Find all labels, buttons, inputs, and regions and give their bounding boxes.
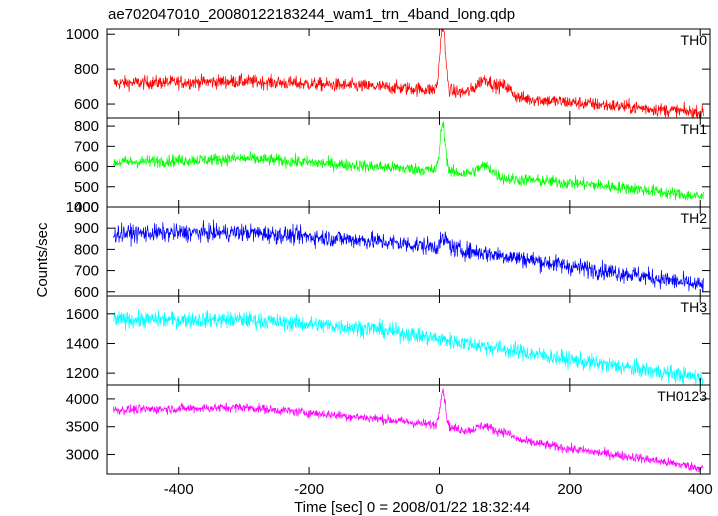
y-tick-label: 700 — [74, 138, 99, 155]
y-tick-label: 1200 — [66, 365, 99, 382]
panel-th1: 400 500 600 700 800 TH1 — [74, 117, 711, 216]
y-tick-label: 3500 — [66, 419, 99, 436]
y-tick-label: 1000 — [66, 26, 99, 43]
panel-label: TH1 — [681, 121, 708, 137]
x-tick-label: 200 — [557, 481, 582, 498]
x-tick-label: 400 — [688, 481, 713, 498]
panel-th2: 600 700 800 900 1000 TH2 — [66, 199, 711, 301]
y-axis-label: Counts/sec — [34, 222, 51, 298]
y-tick-label: 1400 — [66, 335, 99, 352]
series-line-th0123 — [113, 388, 704, 473]
x-tick-label: -400 — [164, 481, 194, 498]
y-tick-label: 800 — [74, 241, 99, 258]
y-tick-label: 1600 — [66, 306, 99, 323]
y-tick-label: 1000 — [66, 199, 99, 216]
series-line-th2 — [113, 219, 704, 293]
series-line-th1 — [113, 121, 704, 201]
panel-frame — [106, 384, 711, 475]
y-tick-label: 700 — [74, 263, 99, 280]
y-tick-label: 4000 — [66, 391, 99, 408]
y-tick-label: 800 — [74, 118, 99, 135]
panels: 600 800 1000 TH0 400 500 600 700 800 TH1 600 700 800… — [66, 26, 713, 498]
y-tick-label: 600 — [74, 284, 99, 301]
panel-label: TH0 — [681, 32, 708, 48]
x-axis-label: Time [sec] 0 = 2008/01/22 18:32:44 — [294, 499, 530, 516]
chart-title: ae702047010_20080122183244_wam1_trn_4ban… — [108, 6, 515, 23]
panel-label: TH0123 — [657, 388, 707, 404]
panel-th0: 600 800 1000 TH0 — [66, 26, 711, 119]
panel-th3: 1200 1400 1600 TH3 — [66, 295, 711, 386]
y-tick-label: 3000 — [66, 447, 99, 464]
y-tick-label: 500 — [74, 179, 99, 196]
panel-th0123: 3000 3500 4000 TH0123 — [66, 384, 711, 475]
y-tick-label: 400 — [74, 199, 99, 216]
panel-label: TH3 — [681, 299, 708, 315]
y-tick-label: 900 — [74, 220, 99, 237]
series-line-th0 — [113, 29, 704, 119]
panel-frame — [106, 206, 711, 297]
series-line-th3 — [113, 309, 704, 385]
panel-label: TH2 — [681, 210, 708, 226]
x-tick-label: -200 — [294, 481, 324, 498]
x-tick-label: 0 — [435, 481, 443, 498]
y-tick-label: 600 — [74, 96, 99, 113]
y-tick-label: 600 — [74, 159, 99, 176]
y-tick-label: 800 — [74, 61, 99, 78]
